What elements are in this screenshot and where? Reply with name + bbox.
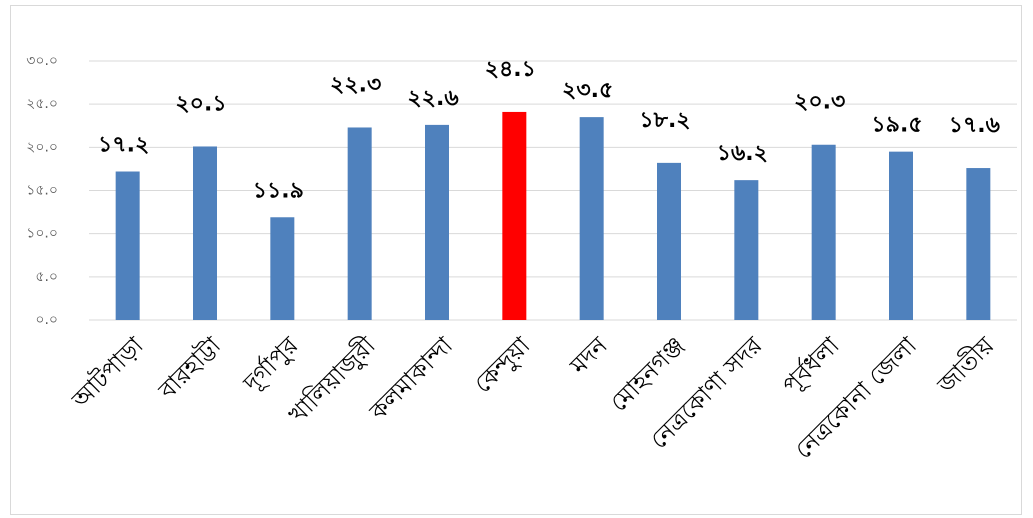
y-tick-label: ২৫.০ (26, 96, 58, 112)
value-label: ১৮.২ (639, 108, 690, 133)
y-tick-label: ৫.০ (35, 269, 58, 285)
bar (889, 151, 913, 320)
value-label: ১৭.২ (98, 133, 149, 158)
bar (966, 168, 991, 320)
value-label: ১৬.২ (717, 141, 768, 166)
bar (347, 127, 372, 320)
bar (425, 124, 449, 321)
bar (657, 162, 681, 320)
value-label: ২০.১ (175, 91, 226, 116)
value-label: ১৭.৬ (949, 113, 1000, 138)
value-label: ১১.৯ (253, 178, 304, 203)
value-label: ২২.৬ (407, 86, 458, 111)
y-tick-label: ৩০.০ (26, 53, 58, 69)
bar (193, 146, 217, 320)
bar (270, 217, 295, 320)
y-tick-label: ১০.০ (26, 226, 58, 242)
value-label: ২০.৩ (794, 90, 845, 115)
y-tick-label: ২০.০ (26, 139, 58, 155)
value-label: ১৯.৫ (871, 113, 922, 138)
bar (579, 117, 604, 320)
y-tick-label: ০.০ (35, 312, 58, 328)
bar (811, 144, 836, 320)
value-label: ২৪.১ (485, 57, 536, 82)
bar (115, 171, 140, 320)
y-tick-label: ১৫.০ (26, 183, 58, 199)
bar (734, 180, 759, 320)
value-label: ২২.৩ (330, 72, 381, 97)
bar (502, 111, 527, 320)
value-label: ২৩.৫ (562, 78, 613, 103)
